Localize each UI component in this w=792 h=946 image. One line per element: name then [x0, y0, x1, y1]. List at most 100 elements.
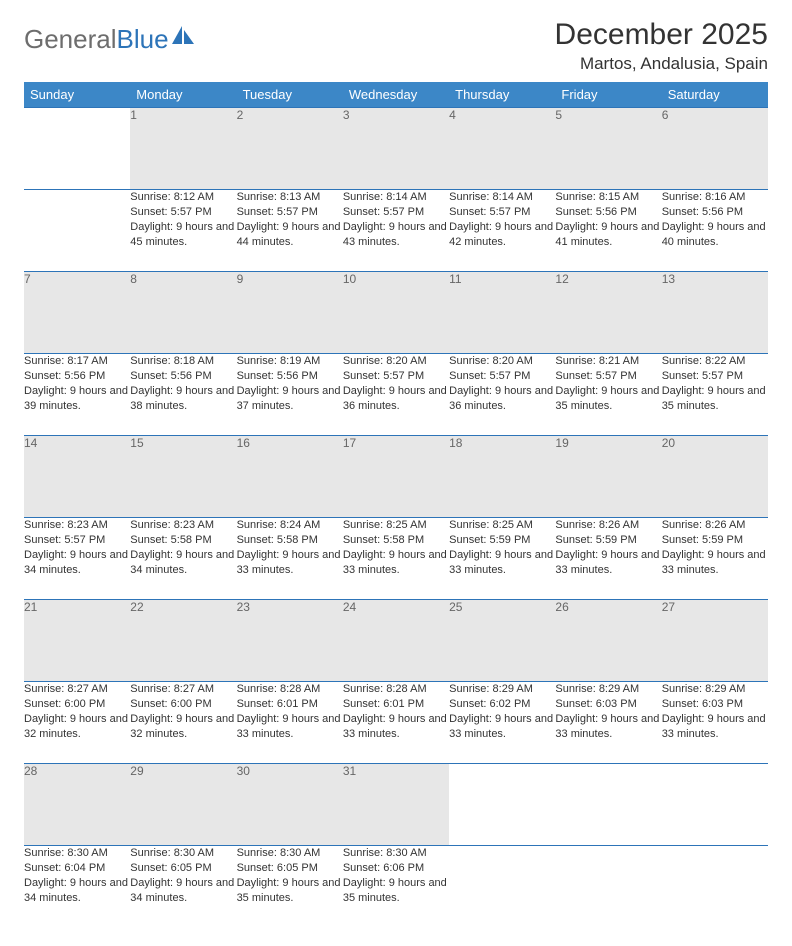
sunset-text: Sunset: 5:57 PM: [555, 369, 661, 384]
day-details-cell: Sunrise: 8:21 AMSunset: 5:57 PMDaylight:…: [555, 354, 661, 436]
sunset-text: Sunset: 5:59 PM: [555, 533, 661, 548]
day-details-cell: Sunrise: 8:29 AMSunset: 6:03 PMDaylight:…: [662, 682, 768, 764]
day-number-cell: 7: [24, 272, 130, 354]
day-number-cell: 31: [343, 764, 449, 846]
day-number-cell: [449, 764, 555, 846]
day-details-cell: Sunrise: 8:26 AMSunset: 5:59 PMDaylight:…: [662, 518, 768, 600]
sunrise-text: Sunrise: 8:14 AM: [449, 190, 555, 205]
day-details-cell: Sunrise: 8:16 AMSunset: 5:56 PMDaylight:…: [662, 190, 768, 272]
sunset-text: Sunset: 5:58 PM: [130, 533, 236, 548]
day-number-cell: 29: [130, 764, 236, 846]
logo-text-gray: General: [24, 24, 117, 54]
day-details-cell: Sunrise: 8:14 AMSunset: 5:57 PMDaylight:…: [343, 190, 449, 272]
day-details-cell: [555, 846, 661, 928]
day-details-cell: Sunrise: 8:12 AMSunset: 5:57 PMDaylight:…: [130, 190, 236, 272]
day-details-cell: Sunrise: 8:28 AMSunset: 6:01 PMDaylight:…: [237, 682, 343, 764]
details-row: Sunrise: 8:30 AMSunset: 6:04 PMDaylight:…: [24, 846, 768, 928]
daylight-text: Daylight: 9 hours and 32 minutes.: [24, 712, 130, 742]
daylight-text: Daylight: 9 hours and 35 minutes.: [555, 384, 661, 414]
daylight-text: Daylight: 9 hours and 36 minutes.: [343, 384, 449, 414]
daylight-text: Daylight: 9 hours and 33 minutes.: [555, 548, 661, 578]
daylight-text: Daylight: 9 hours and 37 minutes.: [237, 384, 343, 414]
sunrise-text: Sunrise: 8:27 AM: [24, 682, 130, 697]
sunset-text: Sunset: 5:58 PM: [343, 533, 449, 548]
sunrise-text: Sunrise: 8:25 AM: [343, 518, 449, 533]
weekday-header: Monday: [130, 82, 236, 108]
sunrise-text: Sunrise: 8:30 AM: [237, 846, 343, 861]
daylight-text: Daylight: 9 hours and 34 minutes.: [24, 548, 130, 578]
daylight-text: Daylight: 9 hours and 42 minutes.: [449, 220, 555, 250]
sunset-text: Sunset: 6:06 PM: [343, 861, 449, 876]
day-details-cell: Sunrise: 8:25 AMSunset: 5:59 PMDaylight:…: [449, 518, 555, 600]
day-details-cell: Sunrise: 8:26 AMSunset: 5:59 PMDaylight:…: [555, 518, 661, 600]
sunset-text: Sunset: 6:03 PM: [662, 697, 768, 712]
calendar-page: GeneralBlue December 2025 Martos, Andalu…: [0, 0, 792, 946]
daylight-text: Daylight: 9 hours and 44 minutes.: [237, 220, 343, 250]
day-number-cell: 3: [343, 108, 449, 190]
day-number-cell: 16: [237, 436, 343, 518]
daylight-text: Daylight: 9 hours and 43 minutes.: [343, 220, 449, 250]
day-details-cell: [449, 846, 555, 928]
details-row: Sunrise: 8:27 AMSunset: 6:00 PMDaylight:…: [24, 682, 768, 764]
day-details-cell: Sunrise: 8:17 AMSunset: 5:56 PMDaylight:…: [24, 354, 130, 436]
day-details-cell: Sunrise: 8:30 AMSunset: 6:04 PMDaylight:…: [24, 846, 130, 928]
day-details-cell: Sunrise: 8:20 AMSunset: 5:57 PMDaylight:…: [343, 354, 449, 436]
page-title: December 2025: [555, 18, 768, 52]
day-details-cell: Sunrise: 8:25 AMSunset: 5:58 PMDaylight:…: [343, 518, 449, 600]
location-text: Martos, Andalusia, Spain: [555, 54, 768, 74]
sunrise-text: Sunrise: 8:20 AM: [449, 354, 555, 369]
sunrise-text: Sunrise: 8:19 AM: [237, 354, 343, 369]
details-row: Sunrise: 8:12 AMSunset: 5:57 PMDaylight:…: [24, 190, 768, 272]
day-number-cell: [662, 764, 768, 846]
sunset-text: Sunset: 6:01 PM: [237, 697, 343, 712]
day-details-cell: Sunrise: 8:30 AMSunset: 6:06 PMDaylight:…: [343, 846, 449, 928]
day-details-cell: Sunrise: 8:27 AMSunset: 6:00 PMDaylight:…: [130, 682, 236, 764]
sunrise-text: Sunrise: 8:24 AM: [237, 518, 343, 533]
sunrise-text: Sunrise: 8:29 AM: [662, 682, 768, 697]
sunrise-text: Sunrise: 8:12 AM: [130, 190, 236, 205]
daylight-text: Daylight: 9 hours and 38 minutes.: [130, 384, 236, 414]
daylight-text: Daylight: 9 hours and 45 minutes.: [130, 220, 236, 250]
daylight-text: Daylight: 9 hours and 33 minutes.: [662, 548, 768, 578]
sunset-text: Sunset: 6:03 PM: [555, 697, 661, 712]
day-details-cell: Sunrise: 8:30 AMSunset: 6:05 PMDaylight:…: [237, 846, 343, 928]
daynum-row: 28293031: [24, 764, 768, 846]
daylight-text: Daylight: 9 hours and 33 minutes.: [449, 548, 555, 578]
daynum-row: 14151617181920: [24, 436, 768, 518]
weekday-header-row: Sunday Monday Tuesday Wednesday Thursday…: [24, 82, 768, 108]
day-number-cell: 2: [237, 108, 343, 190]
sunset-text: Sunset: 6:04 PM: [24, 861, 130, 876]
sunrise-text: Sunrise: 8:25 AM: [449, 518, 555, 533]
sunrise-text: Sunrise: 8:28 AM: [237, 682, 343, 697]
logo-text: GeneralBlue: [24, 24, 169, 55]
sunrise-text: Sunrise: 8:14 AM: [343, 190, 449, 205]
sunrise-text: Sunrise: 8:26 AM: [662, 518, 768, 533]
day-number-cell: 14: [24, 436, 130, 518]
daynum-row: 78910111213: [24, 272, 768, 354]
sunrise-text: Sunrise: 8:29 AM: [449, 682, 555, 697]
day-details-cell: Sunrise: 8:27 AMSunset: 6:00 PMDaylight:…: [24, 682, 130, 764]
calendar-body: 123456Sunrise: 8:12 AMSunset: 5:57 PMDay…: [24, 108, 768, 928]
sunrise-text: Sunrise: 8:21 AM: [555, 354, 661, 369]
day-details-cell: Sunrise: 8:23 AMSunset: 5:57 PMDaylight:…: [24, 518, 130, 600]
sunset-text: Sunset: 5:57 PM: [237, 205, 343, 220]
daylight-text: Daylight: 9 hours and 32 minutes.: [130, 712, 236, 742]
day-number-cell: 8: [130, 272, 236, 354]
daylight-text: Daylight: 9 hours and 33 minutes.: [237, 548, 343, 578]
sunset-text: Sunset: 5:59 PM: [662, 533, 768, 548]
day-number-cell: 9: [237, 272, 343, 354]
sail-icon: [171, 24, 197, 51]
day-details-cell: Sunrise: 8:29 AMSunset: 6:03 PMDaylight:…: [555, 682, 661, 764]
daylight-text: Daylight: 9 hours and 35 minutes.: [662, 384, 768, 414]
day-number-cell: 19: [555, 436, 661, 518]
sunrise-text: Sunrise: 8:17 AM: [24, 354, 130, 369]
daylight-text: Daylight: 9 hours and 41 minutes.: [555, 220, 661, 250]
sunset-text: Sunset: 5:58 PM: [237, 533, 343, 548]
sunset-text: Sunset: 5:57 PM: [24, 533, 130, 548]
sunset-text: Sunset: 5:57 PM: [449, 369, 555, 384]
daylight-text: Daylight: 9 hours and 35 minutes.: [237, 876, 343, 906]
sunrise-text: Sunrise: 8:30 AM: [24, 846, 130, 861]
weekday-header: Tuesday: [237, 82, 343, 108]
daylight-text: Daylight: 9 hours and 39 minutes.: [24, 384, 130, 414]
day-number-cell: 20: [662, 436, 768, 518]
